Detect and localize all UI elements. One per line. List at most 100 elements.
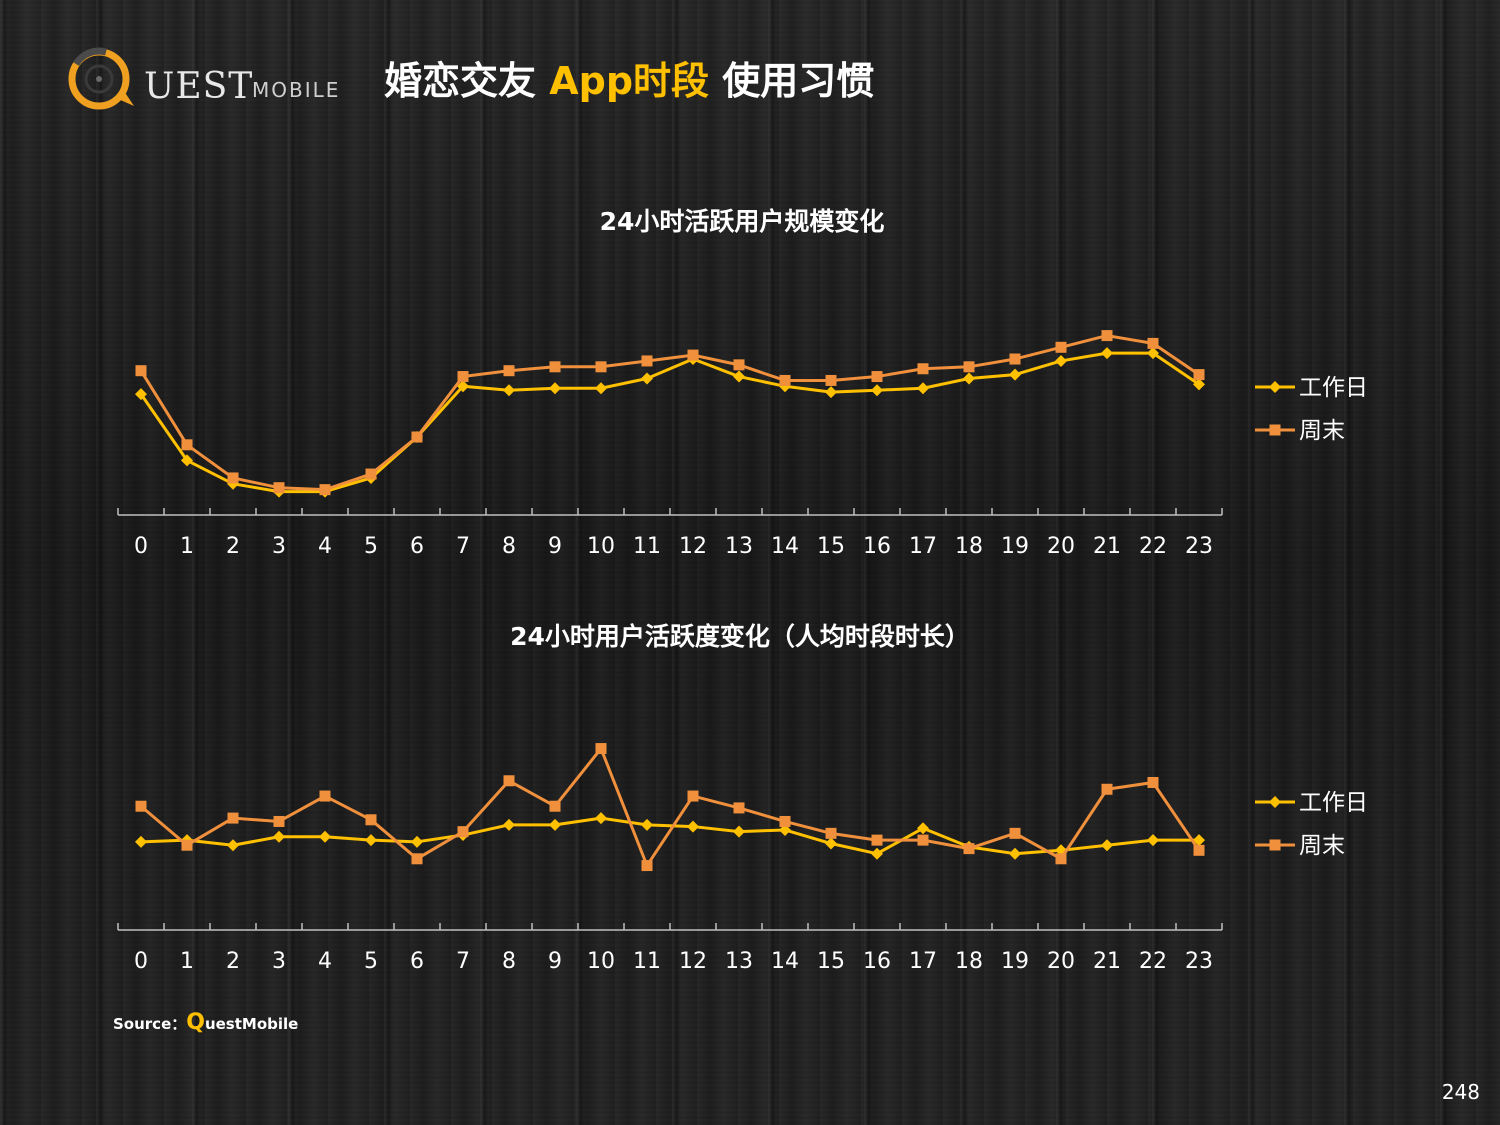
chart-title-active-users: 24小时活跃用户规模变化 <box>599 207 885 236</box>
chart1-tick-label: 8 <box>502 534 516 559</box>
chart1-point-weekend <box>1101 330 1113 342</box>
chart2-tick-label: 11 <box>633 949 661 974</box>
chart1-point-workday <box>917 382 929 395</box>
chart1-point-workday <box>181 454 193 467</box>
chart2-point-workday <box>1101 839 1113 852</box>
chart1-point-weekend <box>227 472 239 484</box>
chart2-tick-label: 23 <box>1185 949 1213 974</box>
source-label: Source： <box>113 1015 187 1033</box>
active-users-chart: 0 1 2 3 4 5 6 7 8 9 10 11 12 13 14 15 16 17 18 19 20 21 22 23工作… <box>117 330 1368 559</box>
chart1-legend-label: 工作日 <box>1299 375 1368 401</box>
chart2-point-workday <box>135 835 147 848</box>
chart2-legend-marker <box>1269 839 1281 851</box>
chart1-series-line-weekend <box>139 334 1200 492</box>
chart2-point-workday <box>1009 847 1021 860</box>
page-title-part2: 使用习惯 <box>709 59 875 103</box>
chart2-point-workday <box>687 820 699 833</box>
chart2-point-weekend <box>273 815 285 827</box>
chart2-tick-label: 0 <box>134 949 148 974</box>
chart1-point-weekend <box>411 431 423 443</box>
chart2-legend-label: 工作日 <box>1299 790 1368 816</box>
activity-chart: 0 1 2 3 4 5 6 7 8 9 10 11 12 13 14 15 16 17 18 19 20 21 22 23工作… <box>117 743 1368 974</box>
chart1-point-weekend <box>549 361 561 373</box>
chart1-point-weekend <box>963 361 975 373</box>
page-title-part1: 婚恋交友 <box>384 59 550 103</box>
chart2-series-line-weekend <box>140 747 1201 868</box>
chart1-point-weekend <box>319 484 331 496</box>
chart2-tick-label: 9 <box>548 949 562 974</box>
chart2-series-line-workday <box>140 816 1199 856</box>
chart2-point-weekend <box>365 814 377 826</box>
chart2-tick-label: 15 <box>817 949 845 974</box>
chart1-point-weekend <box>273 482 285 494</box>
chart1-point-workday <box>135 388 147 401</box>
chart1-tick-label: 13 <box>725 534 753 559</box>
chart2-tick-label: 19 <box>1001 949 1029 974</box>
chart1-point-weekend <box>779 374 791 386</box>
chart1-point-workday <box>503 384 515 397</box>
page-title-accent: App时段 <box>549 59 710 103</box>
chart1-point-weekend <box>181 439 193 451</box>
chart1-point-weekend <box>641 355 653 367</box>
chart1-point-weekend <box>135 365 147 377</box>
chart1-tick-label: 20 <box>1047 534 1075 559</box>
chart2-point-weekend <box>181 839 193 851</box>
chart1-tick-label: 3 <box>272 534 286 559</box>
chart2-point-weekend <box>779 815 791 827</box>
chart1-point-weekend <box>595 361 607 373</box>
chart2-point-weekend <box>825 827 837 839</box>
chart1-point-weekend <box>687 349 699 361</box>
chart2-point-workday <box>365 834 377 847</box>
chart2-tick-label: 22 <box>1139 949 1167 974</box>
chart1-point-workday <box>963 372 975 385</box>
chart1-point-workday <box>227 477 239 490</box>
chart2-point-workday <box>1147 834 1159 847</box>
chart2-point-weekend <box>1055 853 1067 865</box>
chart1-point-weekend <box>825 374 837 386</box>
chart1-point-workday <box>825 386 837 399</box>
chart1-point-workday <box>549 382 561 395</box>
chart2-tick-label: 3 <box>272 949 286 974</box>
chart2-tick-label: 12 <box>679 949 707 974</box>
logo-subtext: MOBILE <box>252 78 341 102</box>
chart1-legend-marker <box>1269 381 1281 393</box>
chart2-tick-label: 6 <box>410 949 424 974</box>
chart1-point-weekend <box>503 365 515 377</box>
chart2-tick-label: 17 <box>909 949 937 974</box>
chart2-point-workday <box>411 835 423 848</box>
chart2-tick-label: 18 <box>955 949 983 974</box>
chart2-legend-label: 周末 <box>1299 833 1345 859</box>
chart2-point-weekend <box>227 812 239 824</box>
chart2-tick-label: 2 <box>226 949 240 974</box>
chart2-point-weekend <box>135 800 147 812</box>
chart1-point-workday <box>457 380 469 393</box>
chart2-tick-label: 7 <box>456 949 470 974</box>
chart1-legend-label: 周末 <box>1299 418 1345 444</box>
chart2-point-workday <box>871 847 883 860</box>
source-note: Source：QuestMobile <box>113 1010 298 1035</box>
chart2-point-weekend <box>963 843 975 855</box>
chart1-point-workday <box>1101 347 1113 360</box>
chart1-tick-label: 19 <box>1001 534 1029 559</box>
chart1-tick-label: 6 <box>410 534 424 559</box>
chart2-tick-label: 5 <box>364 949 378 974</box>
chart2-point-weekend <box>319 790 331 802</box>
chart2-point-weekend <box>871 834 883 846</box>
chart2-point-workday <box>641 818 653 831</box>
page-number: 248 <box>1441 1080 1480 1104</box>
chart2-point-weekend <box>1101 783 1113 795</box>
chart2-point-workday <box>319 830 331 843</box>
chart2-point-weekend <box>1193 844 1205 856</box>
chart2-point-weekend <box>595 743 607 755</box>
chart2-point-weekend <box>641 860 653 872</box>
chart1-point-workday <box>779 380 791 393</box>
chart1-point-workday <box>1009 368 1021 381</box>
chart1-tick-label: 7 <box>456 534 470 559</box>
chart1-point-weekend <box>1193 369 1205 381</box>
chart2-point-weekend <box>733 802 745 814</box>
chart1-point-workday <box>1055 354 1067 367</box>
source-rest: uestMobile <box>204 1015 299 1033</box>
chart2-point-weekend <box>503 775 515 787</box>
chart1-tick-label: 18 <box>955 534 983 559</box>
chart1-tick-label: 5 <box>364 534 378 559</box>
